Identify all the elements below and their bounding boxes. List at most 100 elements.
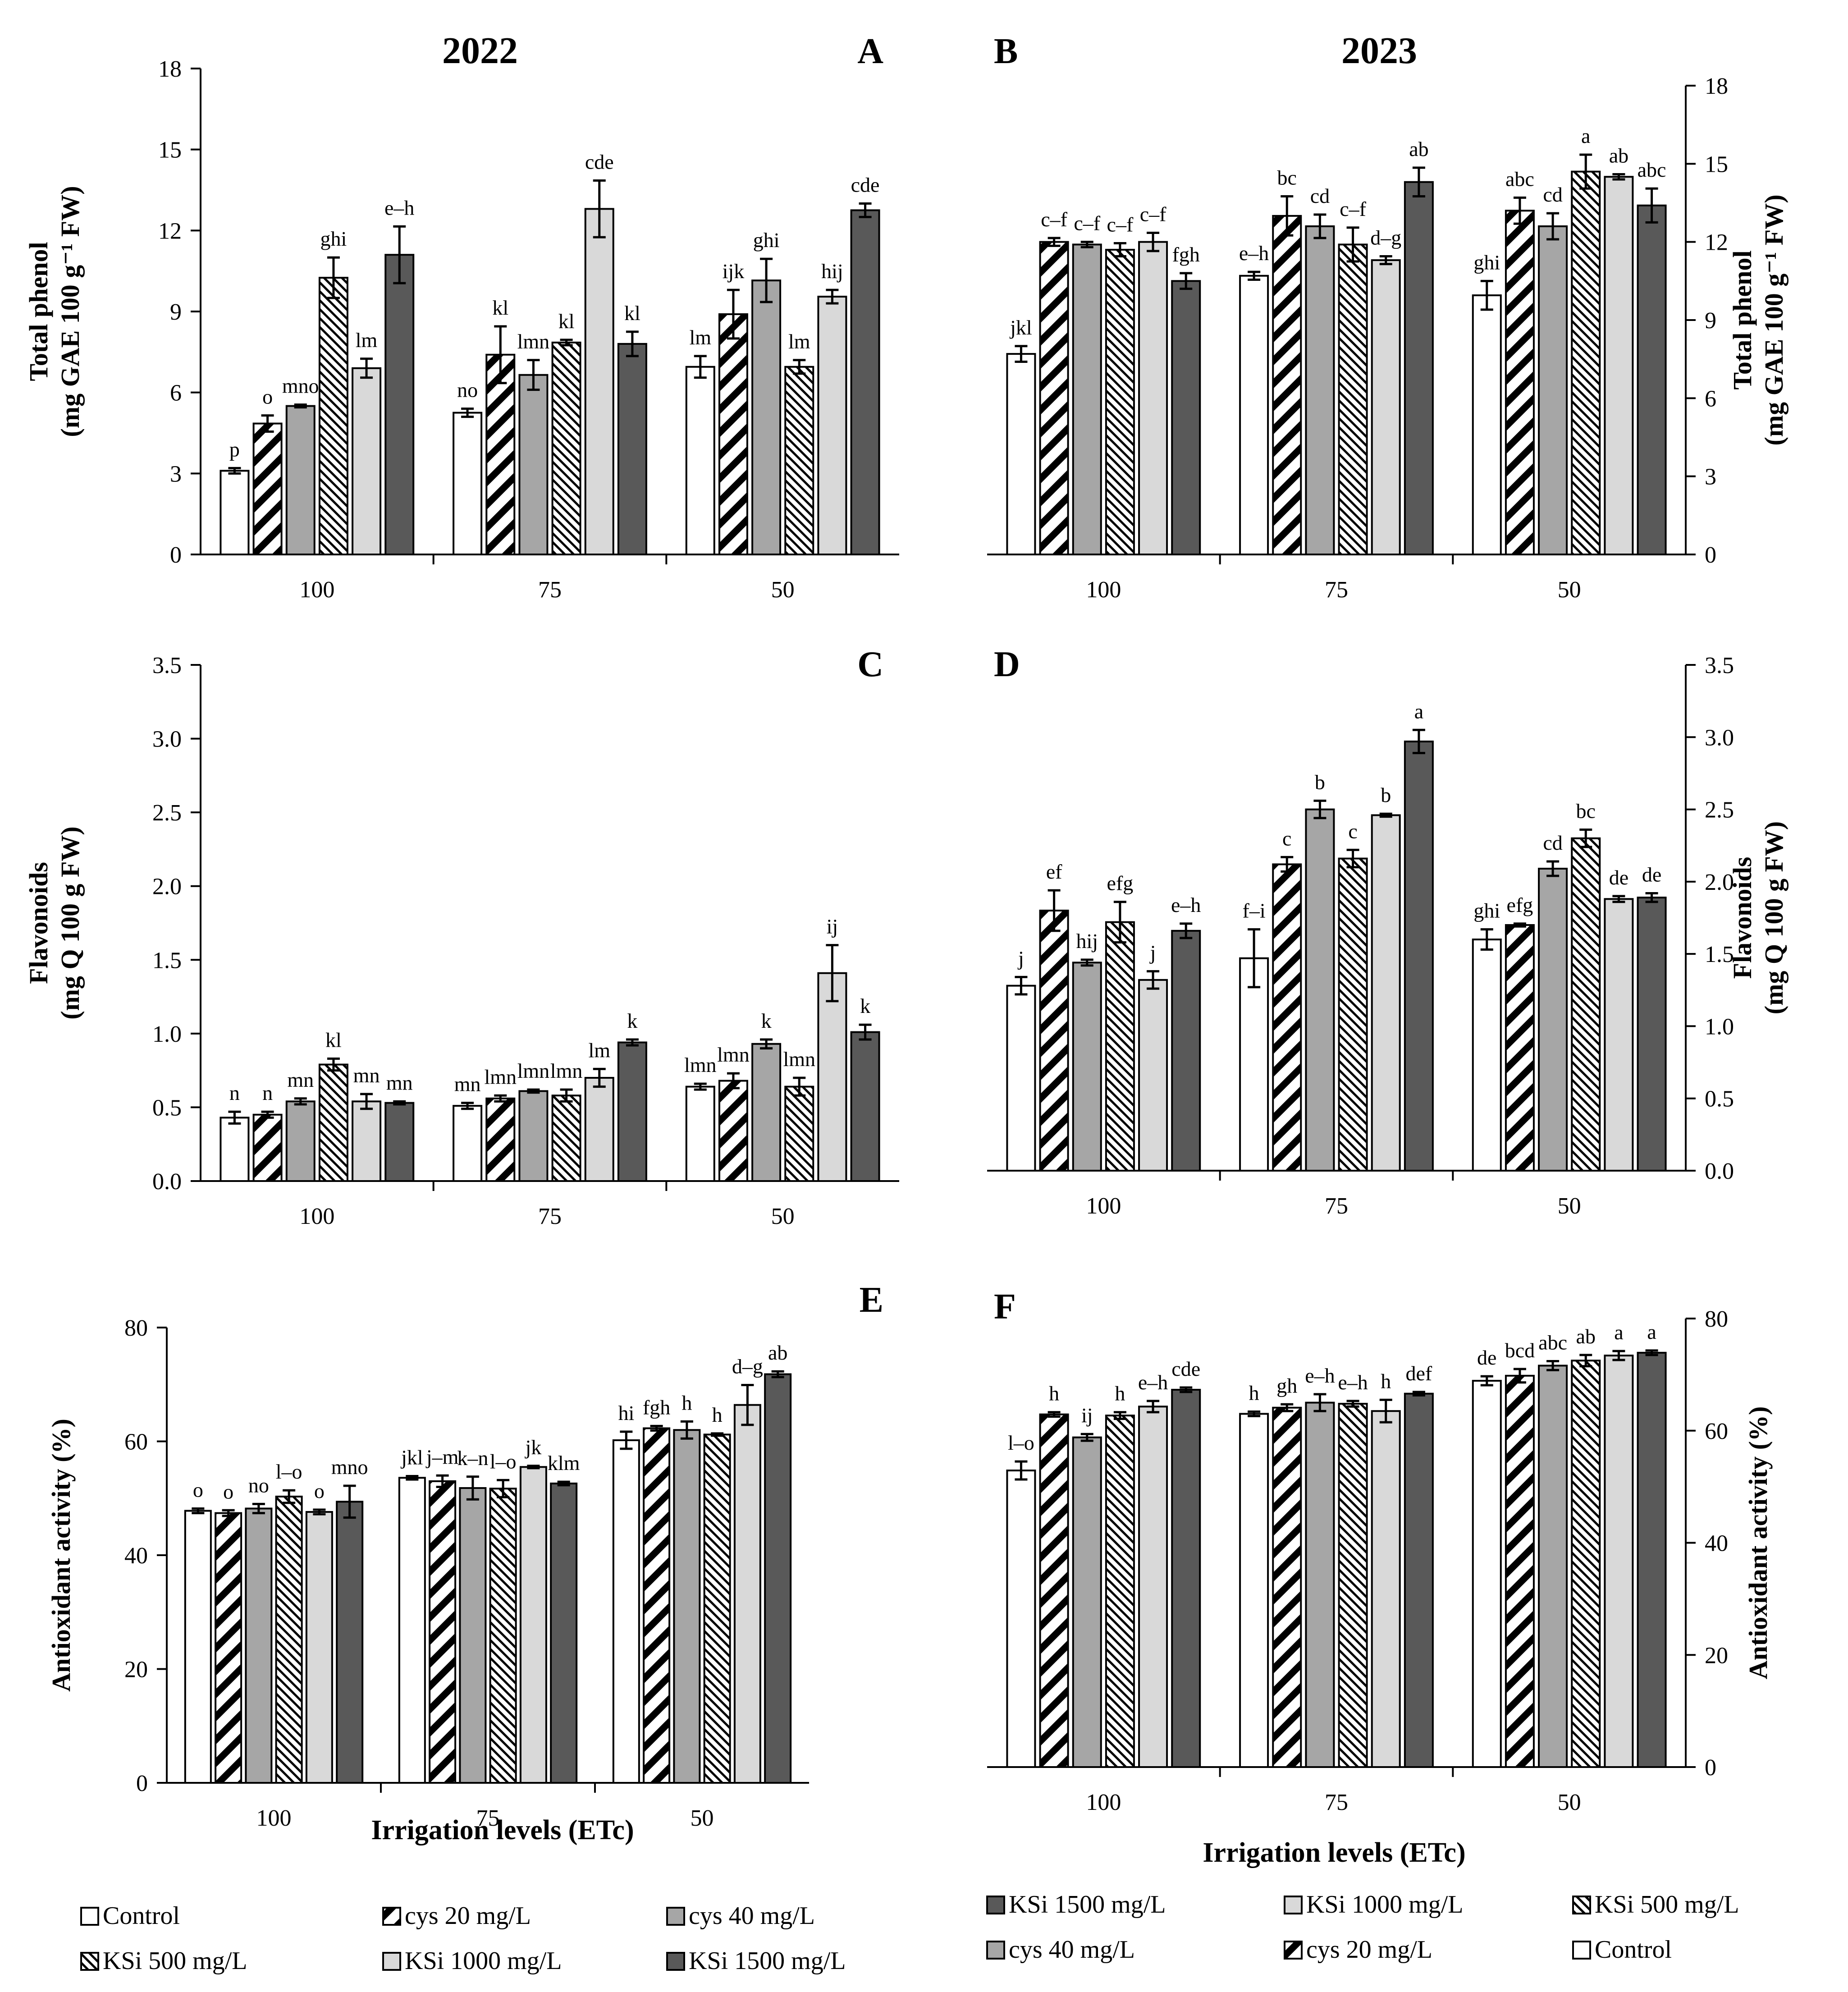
legend-swatch [382, 1907, 401, 1926]
significance-letter: e–h [1171, 893, 1201, 916]
legend-swatch [382, 1952, 401, 1971]
significance-letter: bc [1576, 799, 1596, 822]
bar-ksi-1500-mg-l-75 [1404, 740, 1434, 1172]
bar-cys-20-mg-l-50 [718, 313, 748, 555]
bar-ksi-1500-mg-l-100 [336, 1501, 364, 1784]
y-axis-label-line: Antioxidant activity (%) [1743, 1406, 1773, 1680]
significance-letter: ghi [753, 229, 780, 252]
bar-ksi-1000-mg-l-75 [1371, 814, 1401, 1172]
y-axis-label-line: (mg GAE 100 g⁻¹ FW) [1759, 194, 1789, 445]
significance-letter: mn [287, 1068, 314, 1091]
bar-control-50 [1472, 294, 1502, 555]
y-tick-label: 60 [124, 1429, 148, 1455]
significance-letter: a [1614, 1321, 1623, 1344]
y-tick-label: 2.5 [152, 800, 182, 826]
bar-ksi-1000-mg-l-75 [584, 208, 614, 555]
significance-letter: d–g [1370, 226, 1401, 249]
bar-cys-40-mg-l-50 [751, 1043, 782, 1182]
significance-letter: l–o [276, 1460, 302, 1483]
significance-letter: kl [558, 310, 575, 333]
panel-label-b: B [994, 32, 1018, 71]
y-tick-label: 12 [1705, 230, 1728, 256]
x-tick-label: 75 [538, 577, 562, 603]
legend-swatch [80, 1907, 99, 1926]
bar-ksi-500-mg-l-100 [1105, 921, 1135, 1172]
legend-label: Control [1595, 1936, 1672, 1964]
legend-label: cys 20 mg/L [405, 1902, 531, 1930]
bar-ksi-500-mg-l-100 [318, 277, 348, 555]
bar-control-75 [1239, 1413, 1269, 1768]
significance-letter: lmn [684, 1053, 717, 1076]
legend-item-ksi-500-mg-l: KSi 500 mg/L [80, 1947, 247, 1975]
bar-cys-20-mg-l-50 [718, 1080, 748, 1182]
significance-letter: ef [1046, 860, 1062, 883]
y-axis-label: Total phenol (mg GAE 100 g⁻¹ FW) [24, 186, 85, 437]
x-tick-label: 50 [1558, 577, 1581, 603]
significance-letter: o [193, 1478, 203, 1501]
y-tick-label: 3 [170, 461, 182, 487]
y-tick-label: 80 [1705, 1306, 1728, 1332]
significance-letter: h [712, 1403, 723, 1426]
x-axis-label: Irrigation levels (ETc) [1203, 1837, 1465, 1868]
y-axis-label-line: (mg Q 100 g FW) [55, 826, 85, 1020]
legend-label: KSi 500 mg/L [103, 1947, 247, 1975]
y-tick-label: 1.0 [152, 1021, 182, 1047]
bar-ksi-500-mg-l-75 [1338, 1403, 1368, 1768]
bar-cys-40-mg-l-75 [1305, 225, 1335, 555]
significance-letter: l–o [1008, 1431, 1034, 1454]
y-tick-label: 18 [158, 56, 182, 82]
significance-letter: c–f [1140, 202, 1166, 225]
bar-cys-40-mg-l-50 [1538, 225, 1568, 555]
y-tick-label: 0.0 [1705, 1159, 1734, 1184]
significance-letter: bcd [1505, 1339, 1535, 1362]
significance-letter: gh [1276, 1374, 1297, 1397]
bar-control-100 [184, 1510, 212, 1784]
y-axis-label: Total phenol (mg GAE 100 g⁻¹ FW) [1728, 194, 1789, 445]
bar-ksi-1000-mg-l-75 [584, 1077, 614, 1182]
significance-letter: lmn [517, 330, 550, 353]
significance-letter: jkl [1009, 316, 1032, 339]
legend-swatch [986, 1941, 1005, 1960]
significance-letter: c–f [1107, 213, 1134, 236]
significance-letter: abc [1638, 158, 1666, 181]
significance-letter: p [229, 438, 240, 461]
y-tick-label: 0.0 [152, 1169, 182, 1195]
x-tick-label: 50 [1558, 1790, 1581, 1815]
legend-label: KSi 1500 mg/L [689, 1947, 846, 1975]
y-tick-label: 9 [1705, 308, 1716, 334]
significance-letter: o [223, 1480, 233, 1503]
significance-letter: no [248, 1474, 269, 1497]
legend-item-control: Control [1572, 1936, 1672, 1964]
bar-ksi-500-mg-l-75 [1338, 857, 1368, 1172]
panel-d: 0.0 0.5 1.0 1.5 2.0 2.5 3.0 3.5 100 j ef hij efg j e–h… [987, 645, 1789, 1219]
significance-letter: de [1477, 1346, 1496, 1369]
bar-control-50 [685, 1085, 715, 1182]
x-tick-label: 50 [771, 577, 795, 603]
significance-letter: mno [331, 1456, 368, 1479]
legend-item-cys-20-mg-l: cys 20 mg/L [382, 1902, 531, 1930]
significance-letter: cde [851, 173, 880, 196]
significance-letter: e–h [1239, 242, 1269, 265]
bar-ksi-1500-mg-l-50 [1637, 1351, 1667, 1768]
y-tick-label: 6 [1705, 386, 1716, 412]
bar-ksi-500-mg-l-50 [784, 1085, 814, 1182]
significance-letter: k [627, 1009, 637, 1032]
bar-ksi-1000-mg-l-100 [1138, 1406, 1168, 1768]
bar-ksi-1500-mg-l-50 [850, 209, 880, 555]
bar-ksi-500-mg-l-75 [1338, 243, 1368, 555]
significance-letter: a [1414, 700, 1423, 723]
bar-cys-20-mg-l-50 [643, 1427, 671, 1784]
bar-control-50 [685, 366, 715, 555]
y-tick-label: 3.5 [152, 653, 182, 678]
significance-letter: ghi [320, 227, 347, 250]
x-tick-label: 50 [1558, 1193, 1581, 1219]
significance-letter: mn [353, 1064, 380, 1087]
x-tick-label: 100 [1086, 577, 1121, 603]
bar-cys-40-mg-l-75 [1305, 1401, 1335, 1768]
bar-cys-40-mg-l-100 [1072, 962, 1102, 1172]
significance-letter: e–h [384, 196, 414, 219]
bar-ksi-500-mg-l-50 [784, 366, 814, 555]
y-tick-label: 9 [170, 299, 182, 325]
y-tick-label: 1.5 [1705, 942, 1734, 967]
bar-ksi-1500-mg-l-75 [617, 1041, 647, 1182]
